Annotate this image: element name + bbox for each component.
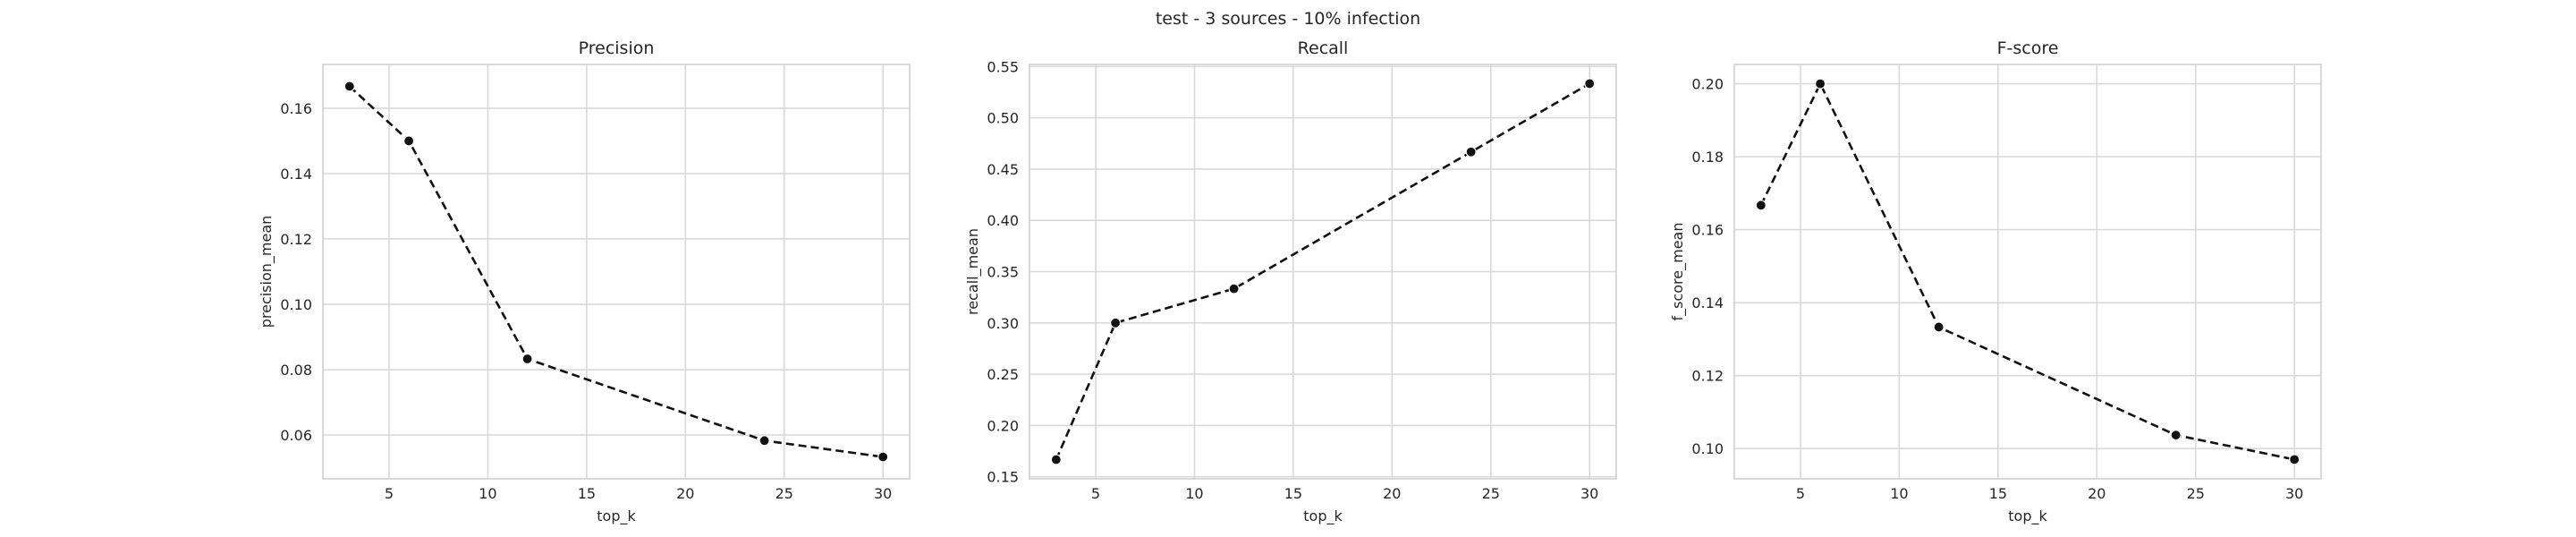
fscore-series-line	[1759, 81, 2295, 461]
fscore-series-markers	[1755, 78, 2301, 465]
recall-y-tick-label: 0.15	[987, 469, 1019, 486]
precision-data-point	[521, 353, 533, 365]
fscore-title: F-score	[1997, 38, 2059, 58]
recall-plot-frame	[1029, 64, 1617, 480]
precision-plot-frame	[322, 64, 911, 480]
precision-gridlines	[323, 64, 910, 479]
fscore-data-point	[1933, 321, 1945, 333]
recall-x-tick-label: 5	[1091, 485, 1100, 502]
recall-x-ticks: 5 10 15 20 25 30	[1091, 485, 1598, 502]
fscore-x-ticks: 5 10 15 20 25 30	[1796, 485, 2303, 502]
recall-y-tick-label: 0.40	[987, 212, 1019, 229]
precision-y-tick-label: 0.06	[280, 427, 312, 444]
precision-y-tick-label: 0.14	[280, 166, 312, 183]
precision-x-tick-label: 10	[479, 485, 496, 502]
fscore-y-tick-label: 0.16	[1691, 222, 1724, 239]
fscore-plot-frame	[1733, 64, 2322, 480]
precision-x-tick-label: 25	[775, 485, 793, 502]
fscore-data-point	[2289, 454, 2301, 465]
precision-x-ticks: 5 10 15 20 25 30	[385, 485, 892, 502]
precision-y-tick-label: 0.08	[280, 362, 312, 379]
recall-x-tick-label: 25	[1482, 485, 1500, 502]
fscore-data-point	[1814, 78, 1826, 90]
precision-y-axis-label: precision_mean	[258, 216, 275, 328]
fscore-panel: 5 10 15 20 25 30 0.10 0.12 0.14 0.16 0.18 0.20 F-s…	[1669, 38, 2322, 525]
recall-y-tick-label: 0.55	[987, 58, 1019, 75]
fscore-y-tick-label: 0.14	[1691, 294, 1724, 311]
recall-series-markers	[1050, 78, 1596, 465]
recall-y-tick-label: 0.50	[987, 110, 1019, 127]
precision-y-tick-label: 0.12	[280, 231, 312, 248]
recall-y-tick-label: 0.20	[987, 417, 1019, 434]
recall-x-tick-label: 10	[1185, 485, 1203, 502]
recall-x-tick-label: 15	[1284, 485, 1302, 502]
fscore-y-tick-label: 0.18	[1691, 149, 1724, 166]
fscore-y-axis-label: f_score_mean	[1669, 223, 1687, 321]
precision-x-tick-label: 30	[874, 485, 892, 502]
fscore-x-tick-label: 10	[1890, 485, 1908, 502]
fscore-x-tick-label: 25	[2187, 485, 2205, 502]
recall-y-axis-label: recall_mean	[964, 228, 982, 315]
recall-x-tick-label: 30	[1580, 485, 1598, 502]
fscore-y-tick-label: 0.20	[1691, 76, 1724, 93]
fscore-data-point	[2170, 429, 2182, 441]
recall-data-point	[1228, 283, 1240, 294]
fscore-gridlines	[1734, 64, 2321, 479]
fscore-x-tick-label: 15	[1989, 485, 2007, 502]
precision-series-line	[348, 85, 884, 458]
recall-series-line	[1055, 82, 1590, 461]
precision-data-point	[402, 135, 415, 147]
precision-x-axis-label: top_k	[597, 507, 636, 525]
precision-data-point	[343, 81, 355, 92]
fscore-x-tick-label: 5	[1796, 485, 1805, 502]
precision-data-point	[877, 451, 889, 463]
precision-x-tick-label: 20	[676, 485, 694, 502]
precision-panel: 5 10 15 20 25 30 0.06 0.08 0.10 0.12 0.14 0.16 Pre…	[258, 38, 911, 525]
recall-y-tick-label: 0.35	[987, 264, 1019, 281]
fscore-y-tick-label: 0.10	[1691, 440, 1724, 457]
fscore-y-tick-label: 0.12	[1691, 368, 1724, 385]
precision-title: Precision	[579, 38, 655, 58]
precision-x-tick-label: 15	[578, 485, 596, 502]
figure-suptitle: test - 3 sources - 10% infection	[1156, 9, 1420, 29]
fscore-x-axis-label: top_k	[2008, 507, 2047, 525]
recall-data-point	[1109, 317, 1122, 328]
recall-y-ticks: 0.15 0.20 0.25 0.30 0.35 0.40 0.45 0.50 0.55	[987, 58, 1019, 485]
recall-title: Recall	[1298, 38, 1349, 58]
recall-y-tick-label: 0.25	[987, 366, 1019, 383]
recall-panel: 5 10 15 20 25 30 0.15 0.20 0.25 0.30 0.35 0.40 0.45…	[964, 38, 1617, 525]
recall-gridlines	[1030, 64, 1616, 479]
precision-y-tick-label: 0.10	[280, 296, 312, 313]
fscore-data-point	[1755, 200, 1767, 211]
precision-data-point	[758, 435, 770, 447]
recall-y-tick-label: 0.45	[987, 161, 1019, 178]
fscore-x-tick-label: 20	[2088, 485, 2106, 502]
fscore-x-tick-label: 30	[2285, 485, 2303, 502]
precision-y-ticks: 0.06 0.08 0.10 0.12 0.14 0.16	[280, 100, 312, 444]
precision-x-tick-label: 5	[385, 485, 394, 502]
fscore-y-ticks: 0.10 0.12 0.14 0.16 0.18 0.20	[1691, 76, 1724, 458]
precision-y-tick-label: 0.16	[280, 100, 312, 117]
recall-data-point	[1584, 78, 1596, 90]
recall-x-tick-label: 20	[1383, 485, 1401, 502]
precision-series-markers	[343, 81, 889, 463]
recall-y-tick-label: 0.30	[987, 315, 1019, 332]
recall-data-point	[1465, 146, 1477, 158]
recall-x-axis-label: top_k	[1303, 507, 1343, 525]
recall-data-point	[1050, 454, 1062, 465]
